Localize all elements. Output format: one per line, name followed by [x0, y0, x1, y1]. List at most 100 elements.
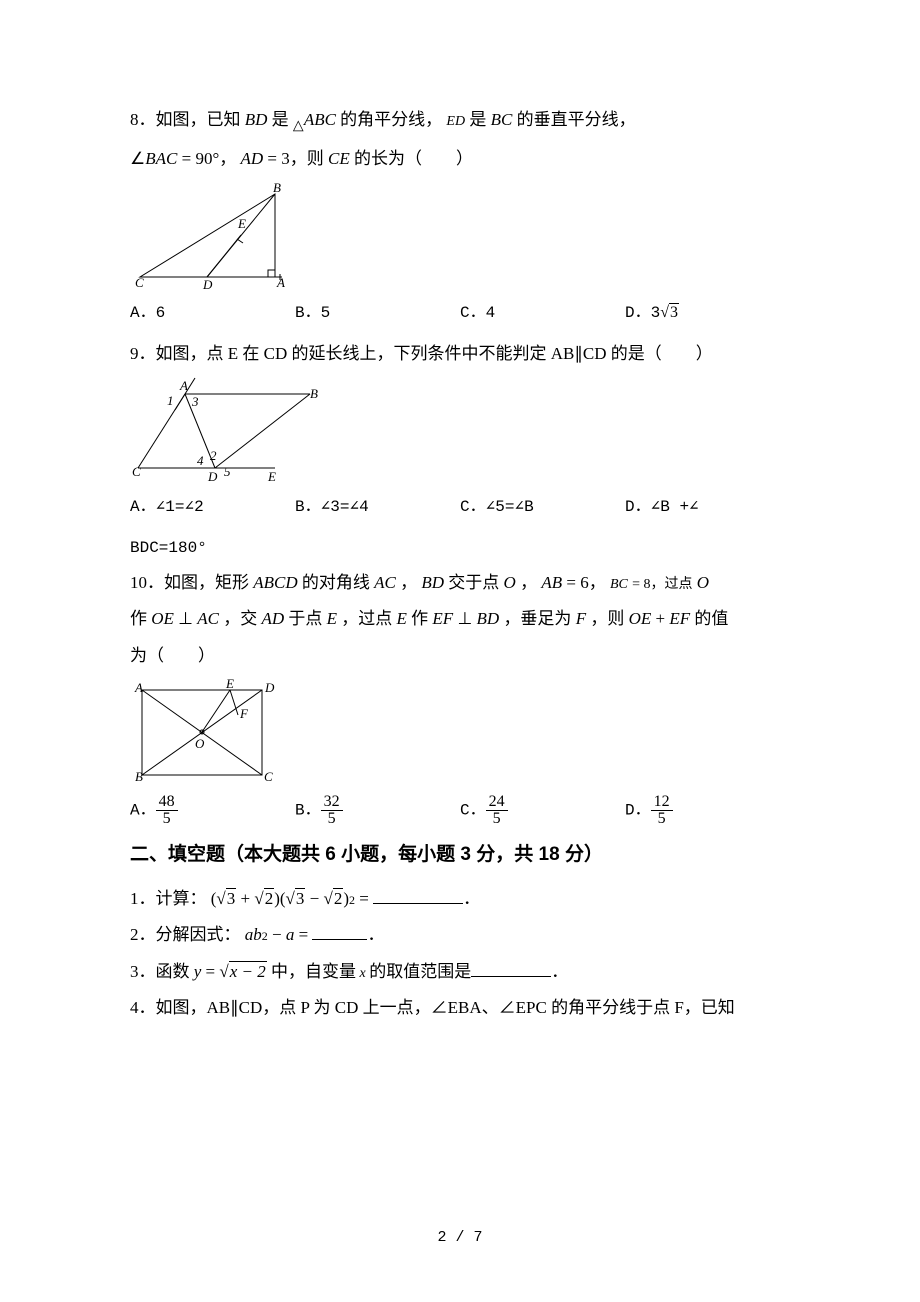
- x: x: [356, 966, 369, 981]
- pre: C．: [460, 802, 486, 820]
- q8-line2: ∠BAC = 90°， AD = 3，则 CE 的长为（ ）: [130, 143, 790, 175]
- label-3: 3: [191, 394, 199, 409]
- q10-opt-a: A．485: [130, 794, 295, 827]
- r3b: 3: [286, 883, 306, 915]
- q10-figure: A D B C E F O: [130, 678, 790, 788]
- t: ⊥: [178, 609, 197, 628]
- r2: 2: [254, 883, 274, 915]
- q9-opt-d: D．∠B +∠: [625, 492, 790, 522]
- label-a: A: [134, 680, 143, 695]
- v: BD: [477, 609, 500, 628]
- fill-2: 2．分解因式： ab2 − a = ．: [130, 919, 790, 951]
- q8-opt-a: A．6: [130, 298, 295, 328]
- minus: −: [305, 889, 323, 908]
- blank-2: [312, 923, 367, 940]
- t: 于点: [288, 609, 322, 628]
- v: AC: [197, 609, 219, 628]
- q9-text: 9．如图，点 E 在 CD 的延长线上，下列条件中不能判定 AB∥CD 的是（ …: [130, 338, 790, 370]
- t: ，: [520, 573, 537, 592]
- v: AD: [261, 609, 284, 628]
- t: +: [656, 609, 670, 628]
- y: y: [194, 962, 206, 981]
- v: OE: [629, 609, 652, 628]
- label-e: E: [225, 678, 234, 691]
- v: AB: [541, 573, 562, 592]
- label-d: D: [264, 680, 275, 695]
- q8-options: A．6 B．5 C．4 D．33: [130, 298, 790, 328]
- q10-opt-c: C．245: [460, 794, 625, 827]
- label-d: D: [207, 469, 218, 484]
- v: ABCD: [253, 573, 297, 592]
- label-c: C: [132, 464, 141, 479]
- blank-3: [471, 960, 551, 977]
- v: F: [576, 609, 586, 628]
- eq: =: [294, 925, 312, 944]
- v: EF: [669, 609, 690, 628]
- pre: D．: [625, 802, 651, 820]
- t: ，过点: [341, 609, 392, 628]
- t: ⊥: [457, 609, 476, 628]
- eq90: = 90°，: [177, 149, 236, 168]
- label-c: C: [264, 769, 273, 784]
- label-1: 1: [167, 393, 174, 408]
- q8-opt-d: D．33: [625, 298, 790, 328]
- var-bd: BD: [245, 110, 268, 129]
- pre: 1．计算：: [130, 889, 207, 908]
- label-e: E: [237, 216, 246, 231]
- paren: 的长为（ ）: [354, 149, 473, 168]
- var-bac: BAC: [145, 149, 177, 168]
- v: BC: [610, 577, 628, 592]
- label-b: B: [135, 769, 143, 784]
- label-e: E: [267, 469, 276, 484]
- label-4: 4: [197, 453, 204, 468]
- label-2: 2: [210, 448, 217, 463]
- var-abc: ABC: [304, 110, 336, 129]
- minus: −: [268, 925, 286, 944]
- period: ．: [551, 962, 568, 981]
- q9-figure: A B C D E 1 3 2 4 5: [130, 376, 790, 486]
- q9-opt-b: B．∠3=∠4: [295, 492, 460, 522]
- frac: 485: [156, 794, 178, 827]
- v: BD: [421, 573, 444, 592]
- pre: 2．分解因式：: [130, 925, 241, 944]
- label-b: B: [273, 182, 281, 195]
- document-page: 8．如图，已知 BD 是 △ABC 的角平分线， ED 是 BC 的垂直平分线，…: [0, 0, 920, 1302]
- q10-line1: 10．如图，矩形 ABCD 的对角线 AC ， BD 交于点 O ， AB = …: [130, 567, 790, 599]
- q9-tail: BDC=180°: [130, 533, 790, 563]
- v: OE: [151, 609, 174, 628]
- q10-options: A．485 B．325 C．245 D．125: [130, 794, 790, 827]
- period: ．: [463, 889, 480, 908]
- t: ，垂足为: [503, 609, 571, 628]
- v: O: [504, 573, 516, 592]
- tri-symbol: △: [293, 117, 304, 133]
- v: E: [327, 609, 337, 628]
- q8-opt-b: B．5: [295, 298, 460, 328]
- t: ，则: [590, 609, 624, 628]
- q9-opt-c: C．∠5=∠B: [460, 492, 625, 522]
- frac: 325: [321, 794, 343, 827]
- sqrt-3: 3: [660, 298, 679, 328]
- pre: A．: [130, 802, 156, 820]
- t: = 6，: [566, 573, 605, 592]
- q10-line2: 作 OE ⊥ AC ，交 AD 于点 E ，过点 E 作 EF ⊥ BD ，垂足…: [130, 603, 790, 635]
- ab: ab: [245, 925, 262, 944]
- frac: 245: [486, 794, 508, 827]
- q10-opt-d: D．125: [625, 794, 790, 827]
- angle: ∠: [130, 149, 145, 168]
- frac: 125: [651, 794, 673, 827]
- fill-1: 1．计算： (3 + 2)(3 − 2)2 = ．: [130, 883, 790, 915]
- text: 的角平分线，: [340, 110, 442, 129]
- label-f: F: [239, 706, 249, 721]
- q8-line1: 8．如图，已知 BD 是 △ABC 的角平分线， ED 是 BC 的垂直平分线，: [130, 104, 790, 139]
- tail: 的取值范围是: [369, 962, 471, 981]
- sqrt: x − 2: [219, 956, 266, 988]
- var-ad: AD: [241, 149, 264, 168]
- period: ．: [367, 925, 384, 944]
- label-5: 5: [224, 464, 231, 479]
- page-footer: 2 / 7: [0, 1224, 920, 1253]
- q9-opt-a: A．∠1=∠2: [130, 492, 295, 522]
- label-o: O: [195, 736, 205, 751]
- q8-figure: C D A B E: [130, 182, 790, 292]
- eq3: = 3，则: [263, 149, 324, 168]
- eq: =: [206, 962, 220, 981]
